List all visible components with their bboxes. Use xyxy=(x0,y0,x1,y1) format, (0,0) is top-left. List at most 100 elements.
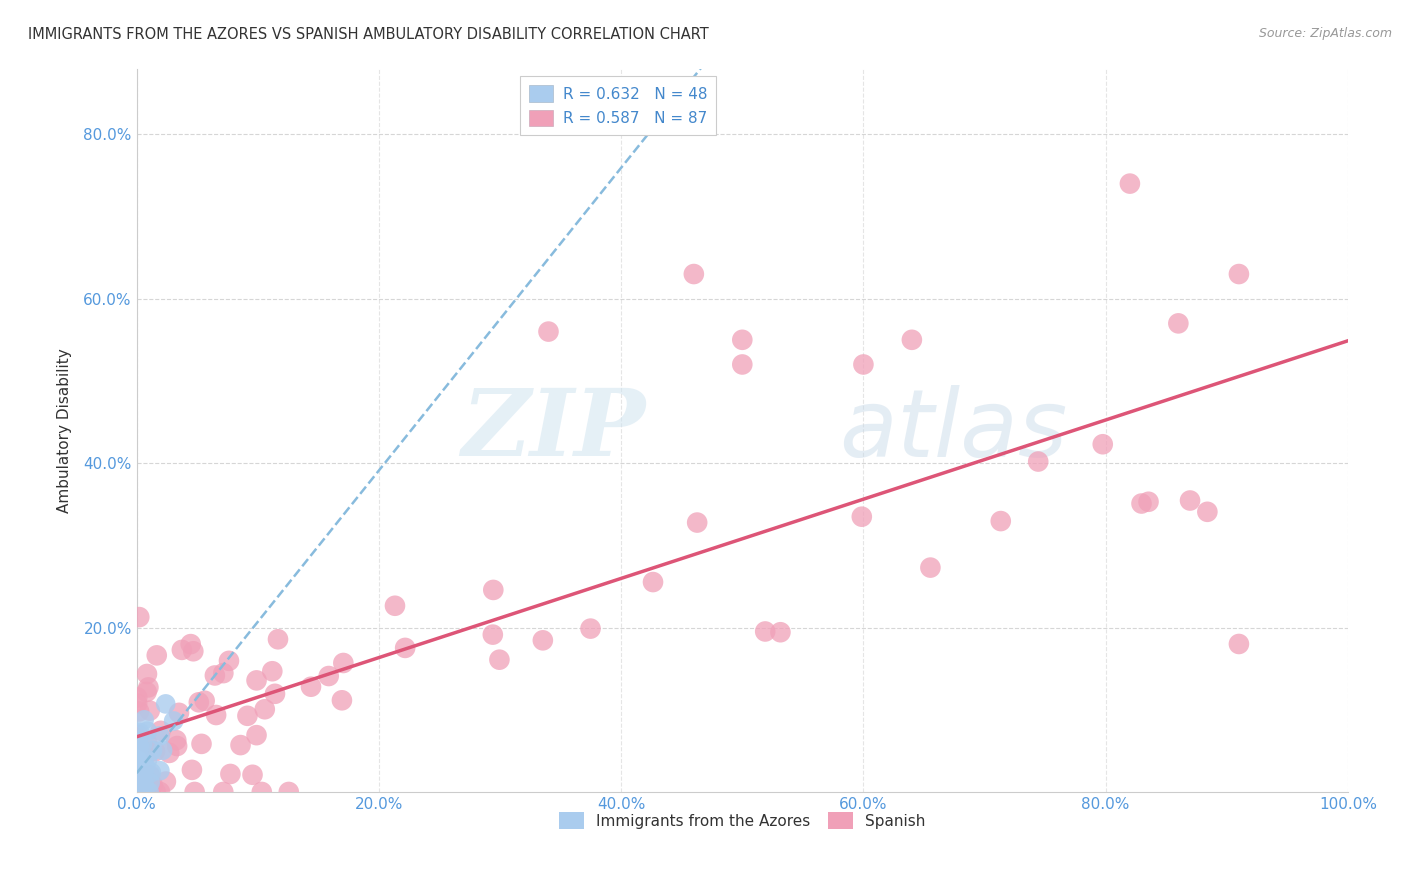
Point xyxy=(127,731,149,745)
Point xyxy=(149,785,172,799)
Point xyxy=(682,267,704,281)
Point xyxy=(245,673,267,688)
Point xyxy=(1227,267,1250,281)
Point xyxy=(205,708,228,723)
Point xyxy=(990,514,1012,528)
Point xyxy=(262,665,284,679)
Point xyxy=(139,780,162,794)
Point xyxy=(245,728,267,742)
Point xyxy=(136,736,159,750)
Point xyxy=(135,685,157,699)
Point xyxy=(686,516,709,530)
Point xyxy=(330,693,353,707)
Point xyxy=(128,752,150,766)
Point xyxy=(127,779,149,793)
Point xyxy=(1119,177,1142,191)
Point xyxy=(162,714,184,728)
Point xyxy=(127,778,149,792)
Point xyxy=(1137,495,1160,509)
Point xyxy=(127,785,149,799)
Point xyxy=(142,778,165,792)
Point xyxy=(253,702,276,716)
Point xyxy=(180,637,202,651)
Point xyxy=(149,764,172,778)
Point xyxy=(1091,437,1114,451)
Y-axis label: Ambulatory Disability: Ambulatory Disability xyxy=(58,348,72,513)
Point xyxy=(204,668,226,682)
Point xyxy=(181,644,204,658)
Point xyxy=(128,749,150,764)
Point xyxy=(731,358,754,372)
Point xyxy=(155,697,177,711)
Point xyxy=(579,622,602,636)
Point xyxy=(139,776,162,790)
Point xyxy=(141,765,163,780)
Point xyxy=(138,704,160,718)
Point xyxy=(482,627,505,641)
Point xyxy=(127,785,149,799)
Point xyxy=(134,777,156,791)
Point xyxy=(852,358,875,372)
Point xyxy=(127,697,149,711)
Point xyxy=(128,739,150,753)
Point xyxy=(132,755,155,769)
Point xyxy=(920,560,942,574)
Point xyxy=(212,666,235,681)
Point xyxy=(128,705,150,719)
Point xyxy=(127,785,149,799)
Point xyxy=(127,774,149,789)
Point xyxy=(641,575,664,590)
Point xyxy=(170,643,193,657)
Point xyxy=(165,733,187,747)
Point xyxy=(129,750,152,764)
Point xyxy=(127,748,149,763)
Point xyxy=(128,610,150,624)
Point xyxy=(131,785,153,799)
Point xyxy=(128,767,150,781)
Point xyxy=(141,743,163,757)
Point xyxy=(149,723,172,738)
Point xyxy=(127,736,149,750)
Point xyxy=(194,694,217,708)
Point xyxy=(145,648,167,663)
Point xyxy=(134,713,156,727)
Point xyxy=(128,773,150,788)
Point xyxy=(138,681,160,695)
Point xyxy=(299,680,322,694)
Point xyxy=(129,770,152,784)
Point xyxy=(394,640,416,655)
Point xyxy=(155,774,177,789)
Point xyxy=(384,599,406,613)
Text: Source: ZipAtlas.com: Source: ZipAtlas.com xyxy=(1258,27,1392,40)
Point xyxy=(139,785,162,799)
Text: IMMIGRANTS FROM THE AZORES VS SPANISH AMBULATORY DISABILITY CORRELATION CHART: IMMIGRANTS FROM THE AZORES VS SPANISH AM… xyxy=(28,27,709,42)
Point xyxy=(135,759,157,773)
Point xyxy=(139,768,162,782)
Point xyxy=(127,735,149,749)
Point xyxy=(132,765,155,780)
Point xyxy=(128,770,150,784)
Point xyxy=(212,785,235,799)
Point xyxy=(128,725,150,739)
Text: ZIP: ZIP xyxy=(461,385,645,475)
Point xyxy=(129,785,152,799)
Point xyxy=(127,760,149,774)
Point xyxy=(1197,505,1219,519)
Point xyxy=(1130,496,1153,510)
Point xyxy=(166,739,188,753)
Point xyxy=(731,333,754,347)
Point xyxy=(127,765,149,780)
Point xyxy=(132,755,155,769)
Point xyxy=(183,785,205,799)
Point xyxy=(136,667,159,681)
Point xyxy=(229,738,252,752)
Point xyxy=(1178,493,1201,508)
Point xyxy=(537,325,560,339)
Point xyxy=(1167,317,1189,331)
Point xyxy=(219,767,242,781)
Point xyxy=(132,766,155,780)
Point xyxy=(218,654,240,668)
Point xyxy=(190,737,212,751)
Legend: Immigrants from the Azores, Spanish: Immigrants from the Azores, Spanish xyxy=(553,806,932,835)
Point xyxy=(127,771,149,785)
